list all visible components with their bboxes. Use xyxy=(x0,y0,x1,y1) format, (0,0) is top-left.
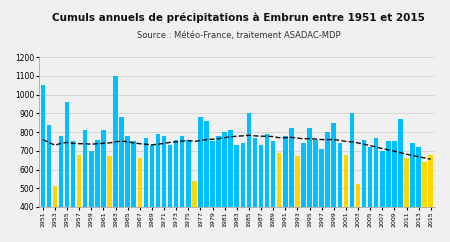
Bar xyxy=(325,132,330,242)
Bar xyxy=(338,143,342,242)
Bar xyxy=(65,102,69,242)
Bar xyxy=(156,134,160,242)
Bar xyxy=(216,136,221,242)
Bar xyxy=(210,141,215,242)
Bar xyxy=(83,130,87,242)
Bar xyxy=(283,136,288,242)
Bar xyxy=(107,156,112,242)
Bar xyxy=(392,141,396,242)
Bar xyxy=(174,140,178,242)
Bar xyxy=(198,117,202,242)
Bar xyxy=(180,136,184,242)
Bar xyxy=(356,184,360,242)
Bar xyxy=(271,141,275,242)
Bar xyxy=(119,117,124,242)
Bar xyxy=(150,145,154,242)
Bar xyxy=(423,162,427,242)
Text: Source : Météo-France, traitement ASADAC-MDP: Source : Météo-France, traitement ASADAC… xyxy=(137,31,340,40)
Bar xyxy=(144,138,148,242)
Bar xyxy=(307,128,312,242)
Bar xyxy=(404,158,409,242)
Bar xyxy=(53,186,57,242)
Bar xyxy=(234,145,239,242)
Bar xyxy=(204,121,209,242)
Bar xyxy=(344,155,348,242)
Bar xyxy=(77,155,81,242)
Bar xyxy=(89,151,94,242)
Bar xyxy=(295,156,300,242)
Bar xyxy=(398,119,403,242)
Bar xyxy=(138,158,142,242)
Bar xyxy=(168,145,172,242)
Bar xyxy=(40,85,45,242)
Title: Cumuls annuels de précipitations à Embrun entre 1951 et 2015
Source : Météo-Fran: Cumuls annuels de précipitations à Embru… xyxy=(0,241,1,242)
Bar xyxy=(253,138,257,242)
Bar xyxy=(259,145,263,242)
Bar xyxy=(229,130,233,242)
Bar xyxy=(332,123,336,242)
Bar xyxy=(162,136,166,242)
Bar xyxy=(265,134,270,242)
Bar xyxy=(277,153,282,242)
Bar xyxy=(186,140,190,242)
Bar xyxy=(192,181,197,242)
Text: Cumuls annuels de précipitations à Embrun entre 1951 et 2015: Cumuls annuels de précipitations à Embru… xyxy=(52,12,425,23)
Bar xyxy=(313,140,318,242)
Bar xyxy=(247,113,251,242)
Bar xyxy=(113,76,118,242)
Bar xyxy=(58,136,63,242)
Bar xyxy=(241,143,245,242)
Bar xyxy=(71,141,75,242)
Bar xyxy=(126,136,130,242)
Bar xyxy=(101,130,106,242)
Bar xyxy=(222,132,227,242)
Bar xyxy=(131,141,136,242)
Bar xyxy=(362,140,366,242)
Bar xyxy=(350,113,354,242)
Bar xyxy=(46,125,51,242)
Bar xyxy=(301,143,306,242)
Bar xyxy=(380,151,385,242)
Bar xyxy=(416,147,421,242)
Bar xyxy=(368,147,373,242)
Bar xyxy=(289,128,293,242)
Bar xyxy=(428,155,433,242)
Bar xyxy=(386,141,391,242)
Bar xyxy=(410,143,415,242)
Bar xyxy=(320,149,324,242)
Bar xyxy=(374,138,378,242)
Bar xyxy=(95,140,99,242)
